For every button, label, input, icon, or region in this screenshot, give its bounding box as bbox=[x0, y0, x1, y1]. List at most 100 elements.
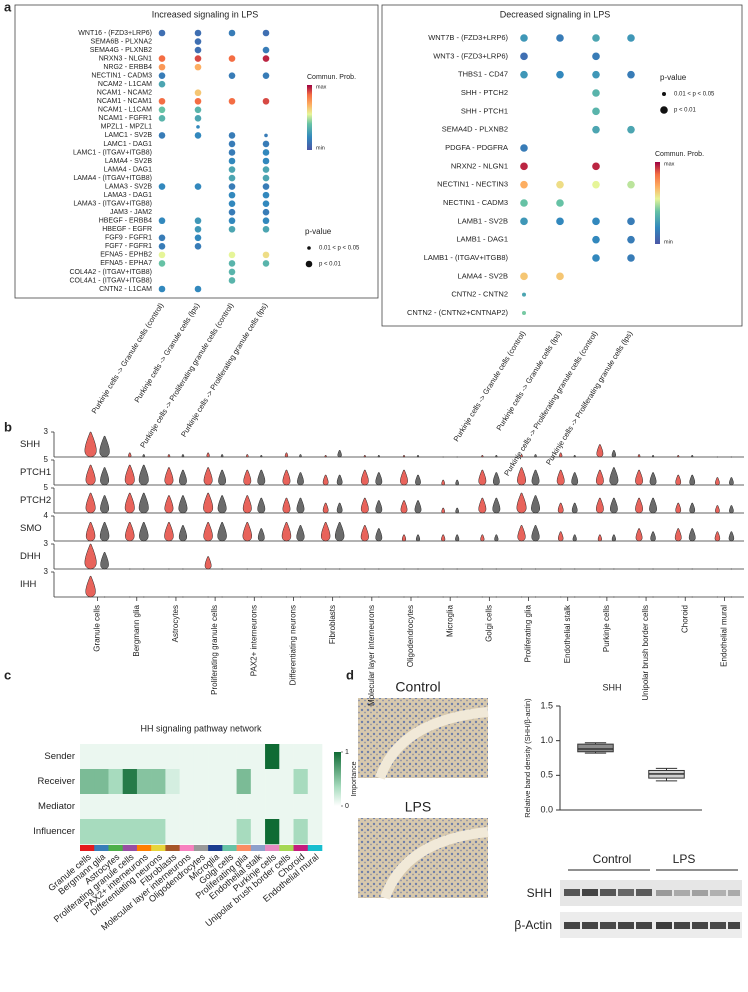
dot bbox=[158, 183, 166, 190]
dot bbox=[158, 260, 166, 267]
category-color bbox=[208, 845, 223, 851]
heat-cell bbox=[108, 794, 124, 820]
violin bbox=[611, 534, 616, 542]
dot bbox=[592, 180, 600, 189]
heat-cell bbox=[94, 769, 109, 795]
y-tick-label: 1.0 bbox=[540, 735, 553, 745]
dot bbox=[228, 132, 236, 139]
chart-title: Increased signaling in LPS bbox=[152, 9, 259, 19]
violin bbox=[649, 497, 657, 514]
gene-label: IHH bbox=[20, 579, 37, 590]
row-label: EFNA5 - EPHB2 bbox=[100, 252, 152, 259]
violin bbox=[203, 467, 213, 486]
x-tick-label: PAX2+ interneurons bbox=[249, 605, 258, 676]
violin bbox=[729, 505, 734, 514]
x-tick-label: Differentiating neurons bbox=[289, 605, 298, 685]
violin bbox=[595, 497, 604, 514]
violin bbox=[596, 444, 604, 458]
heat-cell bbox=[222, 769, 237, 795]
row-label: NCAM1 - NCAM2 bbox=[97, 90, 152, 97]
violin bbox=[243, 469, 252, 486]
dot bbox=[194, 115, 202, 122]
dot bbox=[592, 162, 600, 171]
dot bbox=[262, 208, 270, 216]
size-legend-dot bbox=[305, 260, 313, 268]
heat-cell bbox=[193, 794, 209, 820]
heat-cell bbox=[165, 794, 180, 820]
row-label: WNT7B - (FZD3+LRP6) bbox=[428, 33, 508, 42]
violin bbox=[84, 431, 97, 458]
violin bbox=[494, 534, 499, 542]
violin bbox=[336, 502, 343, 514]
size-legend-label: p < 0.01 bbox=[674, 108, 697, 114]
x-tick-label: Oligodendrocytes bbox=[406, 605, 415, 667]
heat-cell bbox=[94, 819, 109, 845]
dot bbox=[592, 254, 600, 262]
violin bbox=[534, 454, 537, 458]
dot bbox=[158, 29, 166, 37]
dot bbox=[158, 97, 166, 105]
row-label: NCAM1 - NCAM1 bbox=[97, 98, 152, 105]
violin bbox=[178, 495, 188, 514]
category-color bbox=[122, 845, 138, 851]
colorbar-title: Importance bbox=[351, 761, 358, 796]
violin bbox=[455, 479, 459, 486]
violin bbox=[416, 455, 420, 458]
plot-frame bbox=[381, 4, 743, 327]
heat-cell bbox=[265, 744, 280, 770]
violin bbox=[635, 528, 643, 542]
row-label: SHH - PTCH1 bbox=[461, 106, 508, 115]
size-legend-title: p-value bbox=[305, 227, 332, 236]
dot bbox=[228, 183, 236, 190]
row-label: HBEGF - EGFR bbox=[102, 226, 152, 233]
heat-cell bbox=[165, 744, 180, 770]
violin bbox=[649, 472, 657, 486]
violin bbox=[609, 497, 618, 514]
violin bbox=[206, 452, 210, 458]
row-label: LAMA3 - (ITGAV+ITGB8) bbox=[73, 201, 152, 208]
violin bbox=[322, 502, 329, 514]
violin bbox=[281, 522, 292, 542]
dot bbox=[520, 180, 528, 189]
colorbar-title: Commun. Prob. bbox=[307, 74, 356, 81]
category-color bbox=[179, 845, 195, 851]
violin bbox=[124, 492, 135, 514]
size-legend-dot bbox=[660, 106, 668, 114]
box bbox=[577, 743, 614, 753]
row-label: NCAM2 - L1CAM bbox=[98, 81, 152, 88]
heat-cell bbox=[307, 744, 323, 770]
x-tick-label: Endothelial stalk bbox=[563, 604, 572, 663]
blot-bands bbox=[564, 889, 740, 929]
violin bbox=[324, 455, 327, 458]
heat-cell bbox=[208, 744, 223, 770]
dot bbox=[158, 72, 166, 79]
heat-cell bbox=[250, 819, 266, 845]
gene-label: PTCH2 bbox=[20, 495, 51, 506]
violin bbox=[242, 495, 252, 514]
dot bbox=[520, 217, 528, 226]
blot-row-label: SHH bbox=[527, 886, 552, 900]
violin bbox=[164, 522, 174, 542]
dot bbox=[556, 199, 564, 207]
dot bbox=[158, 63, 166, 71]
violin bbox=[478, 497, 487, 514]
violin bbox=[715, 477, 720, 486]
colorbar-max: max bbox=[316, 84, 327, 90]
violin bbox=[688, 528, 696, 542]
violin bbox=[495, 455, 498, 458]
violin bbox=[402, 455, 406, 458]
violin bbox=[178, 525, 187, 542]
violin bbox=[99, 435, 110, 458]
violin bbox=[128, 452, 132, 458]
dot bbox=[228, 55, 236, 62]
violin bbox=[637, 454, 641, 458]
row-label: HBEGF - ERBB4 bbox=[99, 218, 152, 225]
dot bbox=[194, 89, 202, 97]
dot bbox=[194, 234, 202, 242]
violin bbox=[284, 452, 289, 458]
row-label: EFNA5 - EPHA7 bbox=[100, 260, 152, 267]
heat-cell bbox=[136, 769, 152, 795]
y-tick-label: 3 bbox=[44, 427, 49, 436]
violin bbox=[337, 450, 342, 458]
category-color bbox=[236, 845, 252, 851]
